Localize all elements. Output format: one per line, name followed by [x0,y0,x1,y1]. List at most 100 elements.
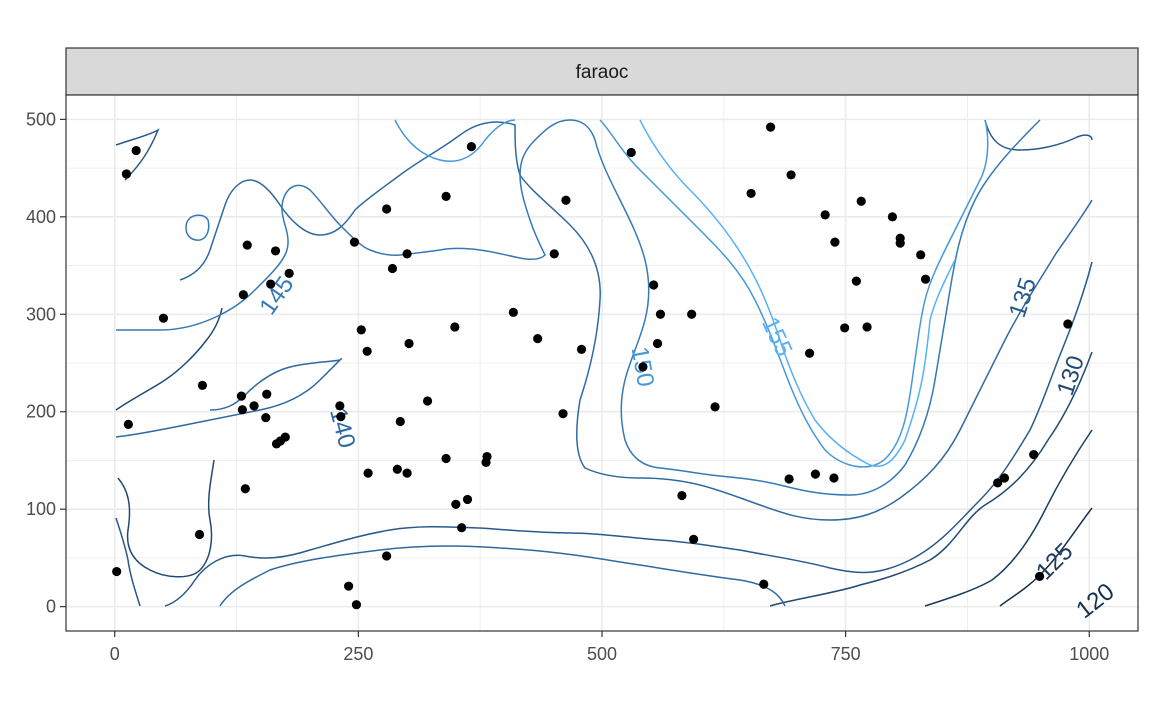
data-point [689,534,699,544]
data-point [349,237,360,247]
data-point [920,274,931,284]
contour-line-155 [639,119,956,467]
y-tick-label: 500 [26,109,56,129]
data-point [362,346,372,356]
data-point [840,323,850,333]
data-point [508,307,518,317]
data-point [123,419,133,429]
data-point [533,334,543,344]
data-point [236,391,247,401]
data-point [441,191,451,201]
data-point [242,240,252,250]
data-point [249,401,259,411]
data-point [1034,571,1045,582]
data-point [820,210,830,220]
data-point [450,322,460,332]
data-point [638,362,648,372]
data-point [335,401,345,411]
contour-line-135-main [164,261,1093,607]
data-point [765,122,776,132]
data-point [710,402,720,412]
data-point [270,246,281,256]
data-point [466,142,477,152]
data-point [238,290,248,300]
data-point [284,268,294,278]
data-point [402,249,412,259]
data-point [392,464,402,474]
contour-line-145-island [185,214,210,241]
data-point [993,478,1003,488]
data-point [131,145,141,156]
data-point [862,322,872,332]
data-point [280,432,290,442]
data-point [344,581,354,591]
contour-line-150 [394,119,989,468]
data-point [916,250,926,260]
data-point [649,280,659,290]
data-point [457,523,467,533]
data-point [851,276,861,286]
y-tick-label: 0 [46,597,56,617]
contour-line-140-lower [115,358,342,438]
data-point [549,249,559,259]
data-point [804,348,815,358]
data-point [482,451,492,462]
data-points [112,122,1073,610]
data-point [759,579,769,589]
data-point [561,195,571,205]
data-point [404,338,414,349]
data-point [451,499,461,509]
data-point [112,566,122,577]
data-point [336,412,346,422]
data-point [829,473,839,483]
y-tick-label: 100 [26,499,56,519]
data-point [558,409,568,419]
data-point [266,279,276,289]
data-point [197,380,208,391]
contour-line-135-right [984,119,1093,151]
data-point [810,469,821,479]
data-point [395,416,405,427]
facet-strip [65,47,1139,96]
facet-strip-label: faraoc [576,62,629,83]
data-point [887,212,898,222]
contour-line-140-bottom [219,545,786,607]
x-tick-label: 0 [110,644,120,664]
data-point [262,389,272,399]
data-point [158,313,169,323]
y-tick-label: 200 [26,402,56,422]
data-point [999,473,1010,483]
x-tick-label: 250 [343,644,373,664]
x-tick-label: 1000 [1069,644,1109,664]
data-point [462,494,473,505]
data-point [1063,319,1073,329]
y-axis: 0 100 200 300 400 500 [26,109,66,617]
data-point [655,309,666,319]
x-tick-label: 500 [587,644,617,664]
data-point [363,468,373,478]
data-point [441,453,451,464]
data-point [784,474,794,484]
data-point [1029,450,1039,460]
grid-major [66,95,1138,631]
contour-line-130-upper [769,351,1093,607]
data-point [194,529,205,540]
contour-line-125 [924,429,1093,607]
data-point [356,325,366,335]
data-point [422,396,433,406]
data-point [830,237,840,247]
contour-line-145-main [116,119,1041,496]
y-tick-label: 300 [26,304,56,324]
data-point [895,238,905,248]
data-point [261,412,271,423]
x-tick-label: 750 [831,644,861,664]
y-tick-label: 400 [26,207,56,227]
data-point [576,344,587,354]
data-point [237,405,247,415]
contour-line-130-top [115,307,223,411]
data-point [382,551,392,561]
contour-line-130-lower [117,459,215,578]
data-point [387,263,398,274]
contour-line-135-left [115,517,141,607]
